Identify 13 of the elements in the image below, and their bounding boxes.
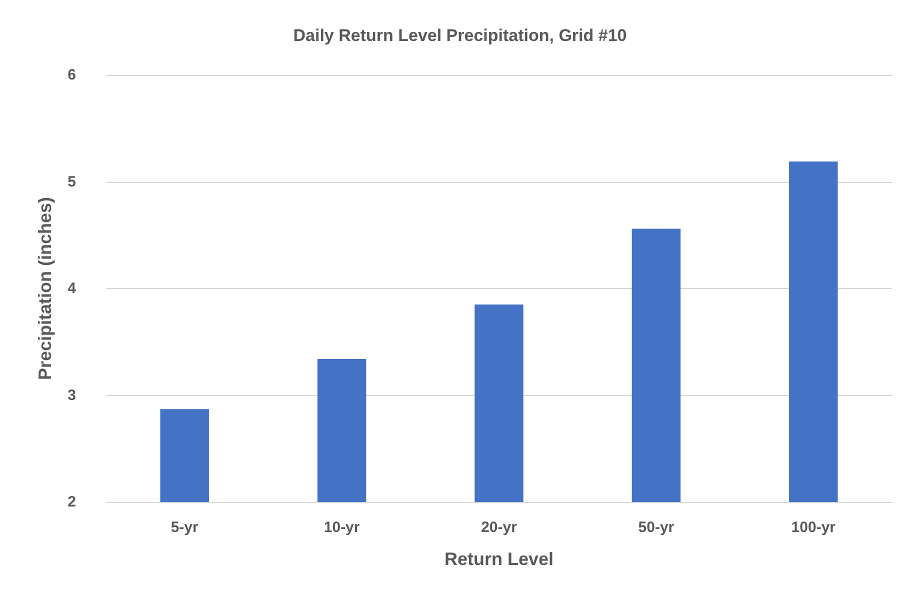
y-tick-label: 4 <box>68 280 77 297</box>
y-tick-label: 2 <box>68 494 76 510</box>
x-tick-label: 10-yr <box>324 519 360 536</box>
x-tick-label: 50-yr <box>638 519 674 536</box>
x-tick-label: 100-yr <box>791 519 836 536</box>
x-axis-title: Return Level <box>444 549 554 569</box>
y-axis-title: Precipitation (inches) <box>35 196 55 380</box>
y-tick-label: 3 <box>68 386 76 404</box>
chart-title: Daily Return Level Precipitation, Grid #10 <box>293 26 627 45</box>
y-tick-label: 6 <box>68 66 76 84</box>
x-tick-label: 5-yr <box>170 519 199 536</box>
y-tick-label: 5 <box>68 173 76 190</box>
x-tick-label: 20-yr <box>481 519 518 536</box>
